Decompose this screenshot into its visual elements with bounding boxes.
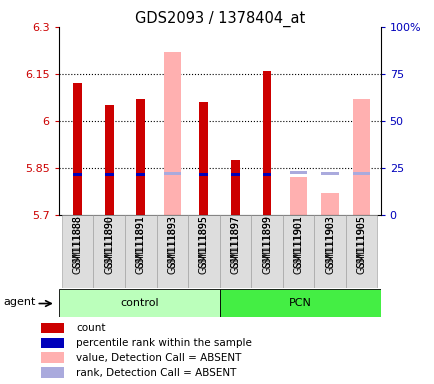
Text: GSM111903: GSM111903 [324, 215, 334, 274]
Text: GSM111905: GSM111905 [356, 215, 366, 268]
Bar [219, 215, 251, 288]
Text: GSM111899: GSM111899 [261, 215, 271, 274]
Text: GSM111890: GSM111890 [104, 215, 114, 268]
Bar [219, 289, 380, 317]
Bar [105, 105, 113, 215]
Bar [59, 289, 219, 317]
Bar [41, 353, 64, 363]
Bar [125, 215, 156, 288]
Bar [352, 99, 369, 215]
Bar [136, 99, 145, 215]
Bar [230, 173, 239, 176]
Text: GSM111901: GSM111901 [293, 215, 303, 268]
Bar [345, 215, 377, 288]
Text: GSM111893: GSM111893 [167, 215, 177, 274]
Bar [41, 323, 64, 333]
Text: GSM111895: GSM111895 [198, 215, 208, 268]
Text: GSM111905: GSM111905 [356, 215, 366, 274]
Text: GSM111888: GSM111888 [72, 215, 82, 274]
Bar [321, 172, 338, 175]
Bar [282, 215, 314, 288]
Text: PCN: PCN [288, 298, 311, 308]
Bar [230, 160, 239, 215]
Text: GSM111897: GSM111897 [230, 215, 240, 274]
Text: GSM111903: GSM111903 [324, 215, 334, 268]
Text: GSM111890: GSM111890 [104, 215, 114, 274]
Bar [262, 173, 271, 176]
Text: GSM111891: GSM111891 [135, 215, 145, 274]
Text: GSM111895: GSM111895 [198, 215, 208, 274]
Bar [199, 102, 208, 215]
Bar [62, 215, 93, 288]
Bar [314, 215, 345, 288]
Text: GSM111893: GSM111893 [167, 215, 177, 268]
Text: GSM111891: GSM111891 [135, 215, 145, 268]
Bar [199, 173, 208, 176]
Text: control: control [120, 298, 158, 308]
Text: GSM111899: GSM111899 [261, 215, 271, 268]
Bar [262, 71, 271, 215]
Text: count: count [76, 323, 105, 333]
Text: percentile rank within the sample: percentile rank within the sample [76, 338, 251, 348]
Bar [163, 172, 181, 175]
Text: GSM111897: GSM111897 [230, 215, 240, 268]
Bar [187, 215, 219, 288]
Text: agent: agent [3, 298, 35, 308]
Bar [73, 173, 82, 176]
Text: rank, Detection Call = ABSENT: rank, Detection Call = ABSENT [76, 368, 236, 378]
Bar [136, 173, 145, 176]
Title: GDS2093 / 1378404_at: GDS2093 / 1378404_at [134, 11, 304, 27]
Bar [93, 215, 125, 288]
Bar [352, 172, 369, 175]
Bar [321, 193, 338, 215]
Bar [41, 338, 64, 348]
Bar [156, 215, 187, 288]
Bar [289, 177, 306, 215]
Bar [41, 367, 64, 378]
Bar [73, 83, 82, 215]
Bar [289, 171, 306, 174]
Bar [251, 215, 282, 288]
Text: GSM111888: GSM111888 [72, 215, 82, 268]
Bar [105, 173, 113, 176]
Text: value, Detection Call = ABSENT: value, Detection Call = ABSENT [76, 353, 241, 363]
Text: GSM111901: GSM111901 [293, 215, 303, 274]
Bar [163, 52, 181, 215]
